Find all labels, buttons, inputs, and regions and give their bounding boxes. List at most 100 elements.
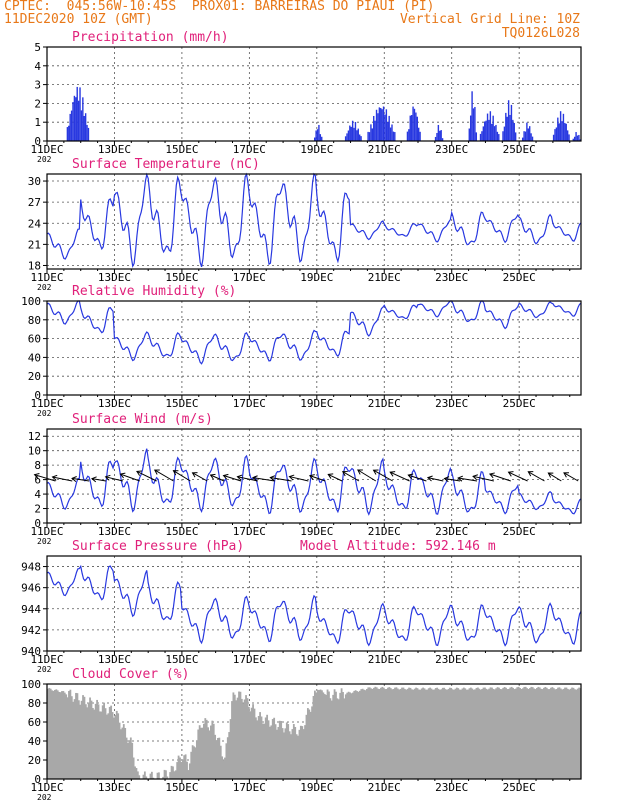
cloud-bar xyxy=(516,687,519,779)
cloud-bar xyxy=(47,688,49,779)
wind-arrow xyxy=(342,471,360,482)
cloud-bar xyxy=(61,691,63,779)
cloud-bar xyxy=(571,687,573,779)
cloud-bar xyxy=(58,691,61,779)
x-tick-label: 19DEC xyxy=(300,781,333,794)
precip-bar xyxy=(75,97,77,141)
cloud-bar xyxy=(190,751,193,779)
cloud-bar xyxy=(299,725,302,779)
wind-arrow xyxy=(427,477,444,482)
wind-arrow-head xyxy=(389,471,396,477)
cloud-bar xyxy=(371,688,374,779)
cloud-bar xyxy=(96,699,98,779)
precip-bar xyxy=(575,132,577,141)
cloud-bar xyxy=(132,757,135,779)
cloud-bar xyxy=(541,689,544,779)
cloud-bar xyxy=(474,689,477,779)
cloud-bar xyxy=(447,688,450,779)
x-tick-label: 21DEC xyxy=(368,653,401,666)
y-tick-label: 942 xyxy=(21,624,41,637)
cloud-bar xyxy=(514,688,517,779)
y-tick-label: 27 xyxy=(28,196,41,209)
cloud-bar xyxy=(73,699,76,779)
precip-bar xyxy=(440,130,442,141)
cloud-bar xyxy=(118,722,121,779)
cloud-bar xyxy=(176,762,179,779)
y-tick-label: 3 xyxy=(34,79,41,92)
cloud-bar xyxy=(534,689,537,779)
cloud-bar xyxy=(433,689,436,779)
precip-bar xyxy=(356,130,358,141)
cloud-bar xyxy=(437,688,440,779)
cloud-bar xyxy=(325,694,328,779)
x-tick-label: 21DEC xyxy=(368,397,401,410)
precip-bar xyxy=(381,109,383,141)
x-tick-label: 15DEC xyxy=(165,143,198,156)
cloud-bar xyxy=(236,697,239,779)
wind-arrow xyxy=(472,475,494,482)
precip-bar xyxy=(484,121,486,141)
cloud-bar xyxy=(377,688,380,779)
y-tick-label: 10 xyxy=(28,445,41,458)
x-tick-label: 15DEC xyxy=(165,653,198,666)
cloud-bar xyxy=(544,686,547,779)
cloud-bar xyxy=(346,692,349,779)
y-tick-label: 4 xyxy=(34,60,41,73)
cloud-bar xyxy=(309,711,312,779)
precip-bar xyxy=(437,124,440,141)
x-tick-label: 19DEC xyxy=(300,397,333,410)
cloud-bar xyxy=(385,689,388,779)
precip-bar xyxy=(495,124,497,141)
cloud-bar xyxy=(481,689,484,779)
cloud-bar xyxy=(415,687,417,779)
precip-bar xyxy=(568,134,570,141)
cloud-bar xyxy=(423,688,426,779)
cloud-bar xyxy=(170,765,173,779)
cloud-bar xyxy=(440,689,443,779)
wind-arrow-head xyxy=(507,471,514,477)
precip-bar xyxy=(479,133,482,141)
x-year-stub: 202 xyxy=(37,409,52,418)
wind-arrow-head xyxy=(308,474,315,480)
cloud-bar xyxy=(403,688,406,779)
cloud-bar xyxy=(405,689,408,779)
cloud-bar xyxy=(565,687,568,779)
cloud-bar xyxy=(441,687,444,779)
cloud-bar xyxy=(158,772,160,779)
wind-arrow xyxy=(373,469,393,482)
cloud-bar xyxy=(496,687,499,779)
x-tick-label: 11DEC xyxy=(30,525,63,538)
precip-bar xyxy=(68,125,70,141)
cloud-bar xyxy=(444,689,447,779)
precip-bar xyxy=(488,119,490,141)
precip-bar xyxy=(474,106,476,141)
x-tick-label: 23DEC xyxy=(435,397,468,410)
cloud-bar xyxy=(507,688,510,779)
precip-bar xyxy=(84,113,87,141)
cloud-bar xyxy=(315,692,318,779)
cloud-bar xyxy=(502,687,505,779)
precip-bar xyxy=(566,130,569,141)
wind-arrow xyxy=(71,477,90,482)
y-tick-label: 0 xyxy=(34,135,41,148)
cloud-bar xyxy=(222,760,225,779)
wind-arrow xyxy=(528,471,545,482)
cloud-bar xyxy=(479,689,482,779)
wind-arrow xyxy=(458,477,478,482)
cloud-bar xyxy=(342,692,344,779)
wind-arrow-head xyxy=(472,474,478,481)
precip-bar xyxy=(573,136,576,141)
cloud-bar xyxy=(510,686,513,779)
cloud-bar xyxy=(156,772,159,779)
cloud-bar xyxy=(55,689,58,779)
precip-bar xyxy=(314,137,316,141)
cloud-bar xyxy=(469,687,472,779)
cloud-bar xyxy=(420,688,423,779)
cloud-bar xyxy=(52,690,55,779)
cloud-bar xyxy=(572,687,575,779)
cloud-bar xyxy=(388,687,391,779)
cloud-bar xyxy=(215,740,218,779)
cloud-bar xyxy=(340,688,343,779)
cloud-bar xyxy=(329,698,332,779)
cloud-bar xyxy=(260,716,263,779)
